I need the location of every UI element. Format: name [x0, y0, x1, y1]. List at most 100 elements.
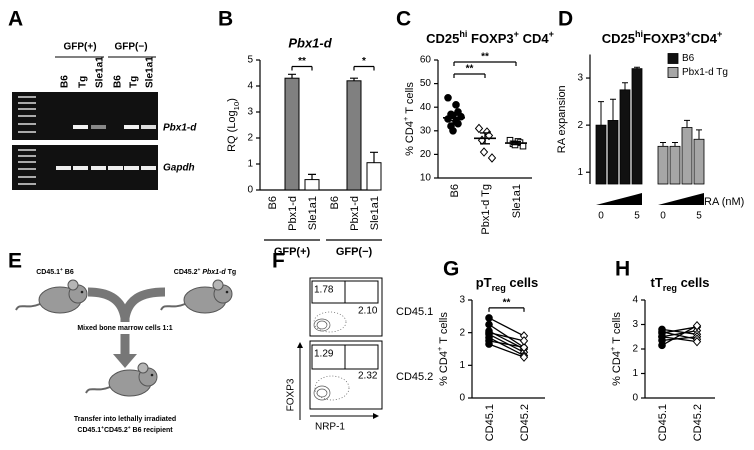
- y-tick-label: 2: [459, 327, 465, 338]
- gene-label: Gapdh: [163, 163, 195, 174]
- bar: [619, 89, 631, 185]
- data-point: [692, 320, 702, 331]
- text-part: reg: [492, 283, 506, 293]
- y-tick-label: 20: [420, 149, 432, 160]
- pair-line: [488, 340, 525, 349]
- chart-title: CD25hiFOXP3+CD4+: [602, 29, 723, 46]
- y-tick-label: 0: [459, 393, 465, 404]
- gate-value: 2.32: [358, 371, 378, 382]
- legend-label: Pbx1-d Tg: [682, 67, 728, 78]
- text-part: CD4: [691, 31, 718, 46]
- x-tick-label: B6: [329, 196, 341, 209]
- error-bar: [511, 140, 521, 146]
- donor-label: CD45.1+ B6: [36, 268, 74, 276]
- data-point: [449, 127, 457, 135]
- error-bar: [598, 101, 604, 126]
- x-tick-label: CD45.2: [519, 404, 531, 441]
- text-part: B6 recipient: [131, 427, 174, 434]
- text-part: cells: [506, 275, 539, 290]
- pair-line: [661, 329, 698, 338]
- y-tick-label: 0: [247, 185, 253, 196]
- lane-label: B6: [113, 75, 124, 88]
- plot-label: CD45.1: [396, 306, 433, 318]
- y-tick-label: 2: [247, 133, 253, 144]
- text-part: +: [435, 346, 444, 351]
- data-point: [454, 119, 462, 128]
- bar: [693, 138, 705, 185]
- schematic: Mixed bone marrow cells 1:1 Transfer int…: [15, 279, 233, 423]
- x-tick-label: Sle1a1: [307, 196, 319, 230]
- mouse-icon: [85, 362, 158, 397]
- y-tick-label: 30: [420, 125, 432, 136]
- y-tick-label: 50: [420, 78, 432, 89]
- legend-label: B6: [682, 53, 695, 64]
- text-part: cells: [677, 275, 710, 290]
- x-axis-label: RA (nM): [704, 196, 744, 208]
- pair-line: [488, 333, 525, 353]
- panel-label: E: [8, 250, 22, 273]
- lane-label: Tg: [129, 76, 140, 88]
- flow-panel: 1.78 2.10 CD45.1 1.29 2.32 CD45.2 FOXP3 …: [286, 277, 433, 433]
- pair-line: [661, 331, 698, 340]
- data-point: [487, 153, 497, 163]
- text-part: FOXP3: [643, 31, 686, 46]
- y-tick-label: 1: [247, 159, 253, 170]
- chart-title: Pbx1-d: [288, 35, 332, 50]
- text-part: ): [226, 98, 238, 102]
- error-bar: [696, 129, 702, 140]
- mouse-icon: [15, 279, 88, 314]
- data-point: [485, 314, 493, 322]
- legend-swatch: [667, 53, 679, 64]
- gene-label: Pbx1-d: [163, 123, 197, 134]
- bar: [669, 145, 681, 185]
- x-tick-label: 5: [634, 211, 640, 222]
- data-point: [658, 332, 666, 341]
- gel-image: [12, 92, 158, 140]
- text-part: hi: [459, 29, 467, 39]
- y-tick-label: 1: [577, 167, 583, 178]
- data-point: [658, 341, 666, 350]
- gate: [344, 280, 379, 304]
- y-axis-label: % CD4+ T cells: [435, 312, 450, 386]
- y-tick-label: 40: [420, 102, 432, 113]
- bar: [607, 120, 619, 185]
- panel-label: C: [396, 8, 411, 31]
- transfer-label: Transfer into lethally irradiated: [74, 416, 176, 423]
- text-part: CD45.2: [104, 427, 128, 434]
- y-tick-label: 60: [420, 55, 432, 66]
- panel-label: A: [8, 8, 23, 31]
- donor-label: CD45.2+ Pbx1-d Tg: [174, 268, 236, 276]
- pair-line: [488, 336, 525, 357]
- x-tick-label: 5: [696, 211, 702, 222]
- bar: [631, 68, 643, 185]
- x-tick-label: B6: [267, 196, 279, 209]
- arrow-head: [373, 413, 379, 419]
- data-point: [452, 101, 460, 109]
- legend-swatch: [667, 67, 679, 78]
- text-part: CD45.2: [174, 269, 198, 276]
- x-tick-label: CD45.1: [657, 404, 669, 441]
- text-part: +: [514, 29, 519, 39]
- text-part: T cells: [438, 312, 450, 347]
- error-bar: [370, 151, 378, 163]
- gel-bands: [56, 125, 156, 170]
- gate-value: 1.78: [314, 285, 334, 296]
- x-tick-label: Sle1a1: [511, 184, 523, 218]
- text-part: RQ (Log: [226, 110, 238, 152]
- pair-line: [488, 332, 525, 342]
- data-point: [485, 340, 493, 348]
- y-tick-label: 4: [247, 81, 253, 92]
- text-part: % CD4: [404, 121, 416, 156]
- bar: [346, 80, 362, 191]
- error-bar: [350, 77, 358, 81]
- panel-label: G: [443, 258, 459, 281]
- mix-label: Mixed bone marrow cells 1:1: [77, 325, 172, 332]
- error-bar: [308, 173, 316, 180]
- pair-line: [488, 343, 525, 358]
- text-part: FOXP3: [467, 31, 513, 46]
- pair-line: [488, 323, 525, 348]
- mouse-icon: [160, 279, 233, 314]
- text-part: T cells: [404, 82, 416, 117]
- pair-line: [661, 336, 698, 343]
